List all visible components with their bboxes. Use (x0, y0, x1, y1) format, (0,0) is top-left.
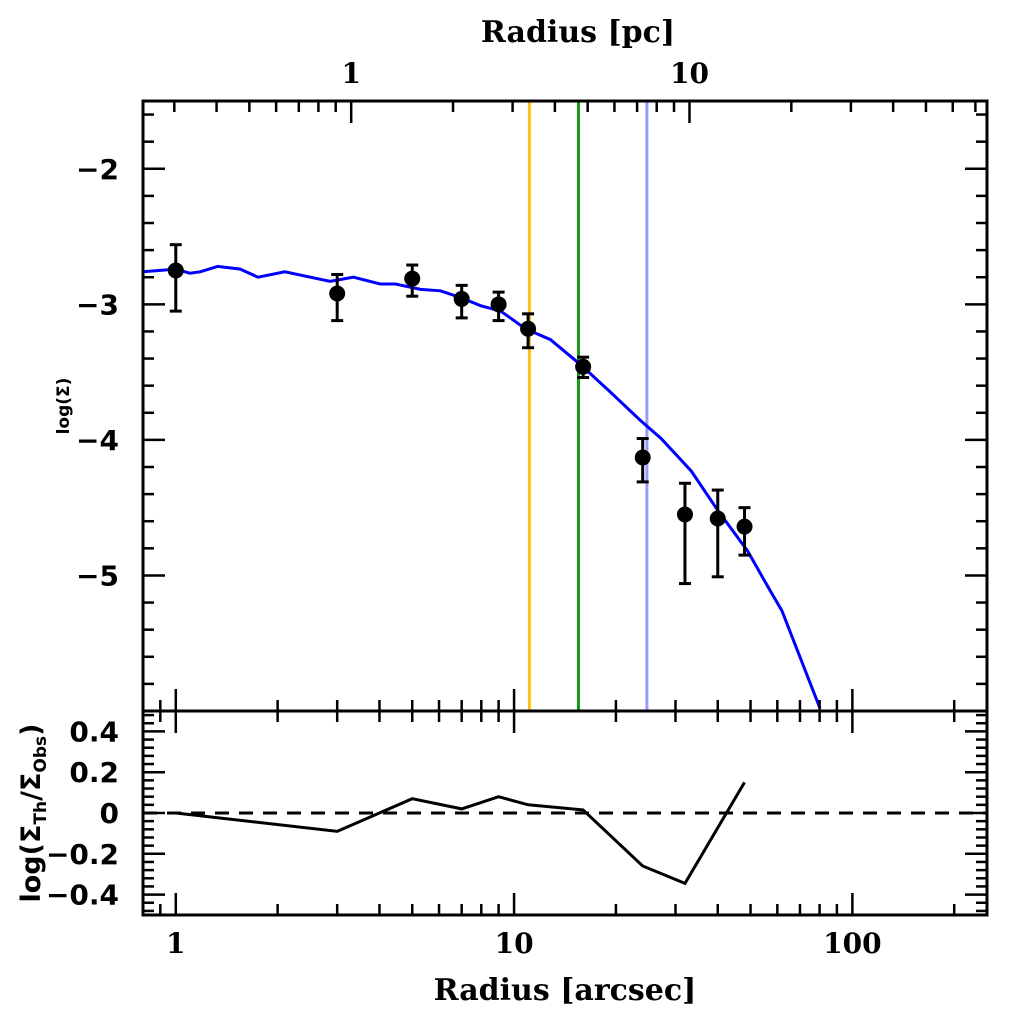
ylab-mid: /Σ (16, 773, 47, 801)
data-point-9 (676, 481, 693, 586)
x-tick-label: 1 (166, 927, 185, 960)
data-point-10 (709, 488, 726, 579)
data-point-4 (453, 283, 470, 320)
upper-y-tick-label: −3 (76, 288, 119, 321)
data-marker (490, 296, 507, 313)
top-x-tick-label: 1 (341, 57, 360, 90)
data-point-1 (167, 243, 184, 313)
data-point-2 (329, 273, 346, 323)
model-curve-line (143, 264, 822, 709)
ylab-prefix: log(Σ (16, 825, 47, 903)
data-point-6 (520, 312, 537, 350)
ticks-group (141, 101, 987, 915)
upper-y-tick-label: −5 (76, 559, 119, 592)
data-marker (453, 290, 470, 307)
data-marker (329, 285, 346, 302)
data-marker (404, 270, 421, 287)
upper-y-axis-title: log(Σ) (54, 378, 74, 435)
data-point-3 (404, 263, 421, 298)
vertical-marker-lines (527, 101, 649, 711)
residual-line (175, 781, 746, 886)
upper-y-tick-label: −2 (76, 153, 119, 186)
data-points-group (167, 243, 753, 586)
ylab-sub1: Th (31, 801, 51, 825)
lower-y-axis-title: log(ΣTh/ΣObs) (16, 723, 51, 902)
x-tick-label: 100 (823, 927, 881, 960)
top-x-tick-label: 10 (670, 57, 709, 90)
top-axis-title: Radius [pc] (481, 15, 675, 50)
data-marker (634, 449, 651, 466)
axes-group (141, 99, 989, 917)
data-point-5 (490, 290, 507, 323)
data-marker (575, 358, 592, 375)
data-marker (676, 506, 693, 523)
data-point-7 (575, 355, 592, 380)
data-marker (167, 262, 184, 279)
residual-group (143, 781, 987, 886)
ylab-sub2: Obs (31, 736, 51, 773)
data-point-8 (634, 437, 651, 484)
upper-y-tick-label: −4 (76, 424, 119, 457)
x-axis-title: Radius [arcsec] (434, 973, 697, 1008)
data-point-11 (736, 506, 753, 557)
upper-panel-frame (141, 99, 989, 713)
data-marker (736, 518, 753, 535)
data-marker (709, 510, 726, 527)
lower-y-tick-label: 0 (100, 797, 119, 830)
lower-y-tick-label: 0.2 (69, 756, 119, 789)
tick-labels-group: 1 10 100 1 10 −2 −3 −4 −5 0.4 0.2 0 −0.2 −0.4 (46, 57, 882, 960)
lower-y-tick-label: −0.4 (46, 879, 119, 912)
data-marker (520, 320, 537, 337)
x-tick-label: 10 (495, 927, 534, 960)
lower-y-tick-label: 0.4 (69, 715, 119, 748)
ylab-suffix: ) (16, 723, 47, 735)
lower-y-tick-label: −0.2 (46, 838, 119, 871)
model-curve-group (143, 264, 822, 709)
